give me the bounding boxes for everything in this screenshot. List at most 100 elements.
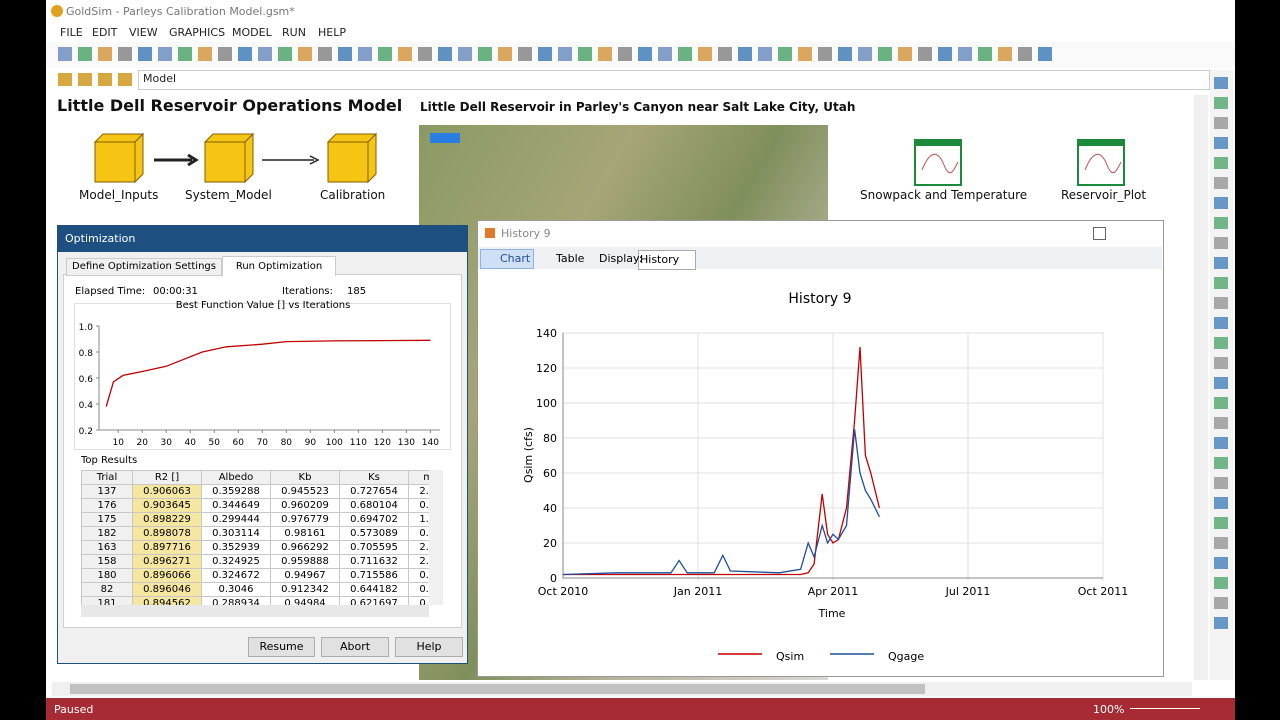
tool-icon[interactable] <box>1214 517 1228 529</box>
toolbar-icon[interactable] <box>958 47 972 61</box>
tool-icon[interactable] <box>1214 457 1228 469</box>
toolbar-icon[interactable] <box>98 73 112 86</box>
tool-icon[interactable] <box>1214 297 1228 309</box>
tool-icon[interactable] <box>1214 237 1228 249</box>
tool-icon[interactable] <box>1214 617 1228 629</box>
toolbar-icon[interactable] <box>818 47 832 61</box>
toolbar-icon[interactable] <box>658 47 672 61</box>
tab[interactable]: Define Optimization Settings <box>66 258 222 276</box>
toolbar-icon[interactable] <box>298 47 312 61</box>
node-label[interactable]: Snowpack and Temperature <box>860 188 1028 202</box>
toolbar-icon[interactable] <box>198 47 212 61</box>
toolbar-icon[interactable] <box>798 47 812 61</box>
toolbar-icon[interactable] <box>158 47 172 61</box>
toolbar-icon[interactable] <box>718 47 732 61</box>
tool-icon[interactable] <box>1214 337 1228 349</box>
tool-icon[interactable] <box>1214 157 1228 169</box>
toolbar-icon[interactable] <box>118 73 132 86</box>
select-value[interactable]: History <box>640 253 680 266</box>
toolbar-icon[interactable] <box>758 47 772 61</box>
tab[interactable]: Run Optimization <box>222 256 336 276</box>
tool-icon[interactable] <box>1214 277 1228 289</box>
menu-item[interactable]: MODEL <box>232 26 272 39</box>
toolbar-icon[interactable] <box>938 47 952 61</box>
tool-icon[interactable] <box>1214 417 1228 429</box>
toolbar-icon[interactable] <box>338 47 352 61</box>
tool-icon[interactable] <box>1214 117 1228 129</box>
tool-icon[interactable] <box>1214 197 1228 209</box>
toolbar-icon[interactable] <box>358 47 372 61</box>
toolbar-icon[interactable] <box>738 47 752 61</box>
tool-icon[interactable] <box>1214 437 1228 449</box>
toolbar-icon[interactable] <box>698 47 712 61</box>
toolbar-icon[interactable] <box>98 47 112 61</box>
tool-icon[interactable] <box>1214 77 1228 89</box>
toolbar-icon[interactable] <box>398 47 412 61</box>
toolbar-icon[interactable] <box>438 47 452 61</box>
toolbar-icon[interactable] <box>918 47 932 61</box>
toolbar-icon[interactable] <box>498 47 512 61</box>
node-label[interactable]: Model_Inputs <box>79 188 159 202</box>
menu-item[interactable]: HELP <box>318 26 346 39</box>
window-controls[interactable] <box>1093 227 1106 240</box>
button[interactable]: Abort <box>321 637 389 657</box>
toolbar-icon[interactable] <box>898 47 912 61</box>
menu-item[interactable]: EDIT <box>92 26 118 39</box>
button[interactable]: Resume <box>248 637 315 657</box>
toolbar-icon[interactable] <box>378 47 392 61</box>
toolbar-icon[interactable] <box>578 47 592 61</box>
toolbar-icon[interactable] <box>118 47 132 61</box>
node-label[interactable]: Calibration <box>320 188 386 202</box>
node-label[interactable]: System_Model <box>185 188 272 202</box>
tool-icon[interactable] <box>1214 377 1228 389</box>
toolbar-icon[interactable] <box>838 47 852 61</box>
tool-icon[interactable] <box>1214 497 1228 509</box>
tool-icon[interactable] <box>1214 177 1228 189</box>
breadcrumb[interactable]: Model <box>143 72 177 85</box>
zoom-slider[interactable] <box>1130 708 1200 709</box>
chart-tab-active[interactable] <box>480 249 534 269</box>
toolbar-icon[interactable] <box>318 47 332 61</box>
tool-icon[interactable] <box>1214 137 1228 149</box>
node-label[interactable]: Reservoir_Plot <box>1061 188 1147 202</box>
menu-item[interactable]: VIEW <box>129 26 158 39</box>
toolbar-icon[interactable] <box>478 47 492 61</box>
toolbar-icon[interactable] <box>878 47 892 61</box>
toolbar-icon[interactable] <box>178 47 192 61</box>
display-select[interactable] <box>638 250 696 270</box>
tool-icon[interactable] <box>1214 477 1228 489</box>
toolbar-icon[interactable] <box>858 47 872 61</box>
tool-icon[interactable] <box>1214 557 1228 569</box>
tool-icon[interactable] <box>1214 257 1228 269</box>
toolbar-icon[interactable] <box>618 47 632 61</box>
toolbar-icon[interactable] <box>418 47 432 61</box>
toolbar-icon[interactable] <box>778 47 792 61</box>
toolbar-icon[interactable] <box>78 73 92 86</box>
scroll-thumb[interactable] <box>70 684 925 694</box>
toolbar-icon[interactable] <box>998 47 1012 61</box>
toolbar-icon[interactable] <box>978 47 992 61</box>
tool-icon[interactable] <box>1214 577 1228 589</box>
tab[interactable]: Table <box>556 252 585 265</box>
tool-icon[interactable] <box>1214 217 1228 229</box>
tab[interactable]: Chart <box>500 252 531 265</box>
toolbar-icon[interactable] <box>58 73 72 86</box>
tool-icon[interactable] <box>1214 537 1228 549</box>
button[interactable]: Help <box>395 637 463 657</box>
column-header[interactable]: R2 [] <box>132 470 202 485</box>
toolbar-icon[interactable] <box>218 47 232 61</box>
menu-item[interactable]: FILE <box>60 26 83 39</box>
toolbar-icon[interactable] <box>58 47 72 61</box>
tool-icon[interactable] <box>1214 317 1228 329</box>
toolbar-icon[interactable] <box>598 47 612 61</box>
tool-icon[interactable] <box>1214 397 1228 409</box>
toolbar-icon[interactable] <box>258 47 272 61</box>
column-header[interactable]: Trial <box>81 470 133 485</box>
toolbar-icon[interactable] <box>238 47 252 61</box>
toolbar-icon[interactable] <box>638 47 652 61</box>
toolbar-icon[interactable] <box>278 47 292 61</box>
tool-icon[interactable] <box>1214 357 1228 369</box>
toolbar-icon[interactable] <box>678 47 692 61</box>
toolbar-icon[interactable] <box>558 47 572 61</box>
tool-icon[interactable] <box>1214 597 1228 609</box>
